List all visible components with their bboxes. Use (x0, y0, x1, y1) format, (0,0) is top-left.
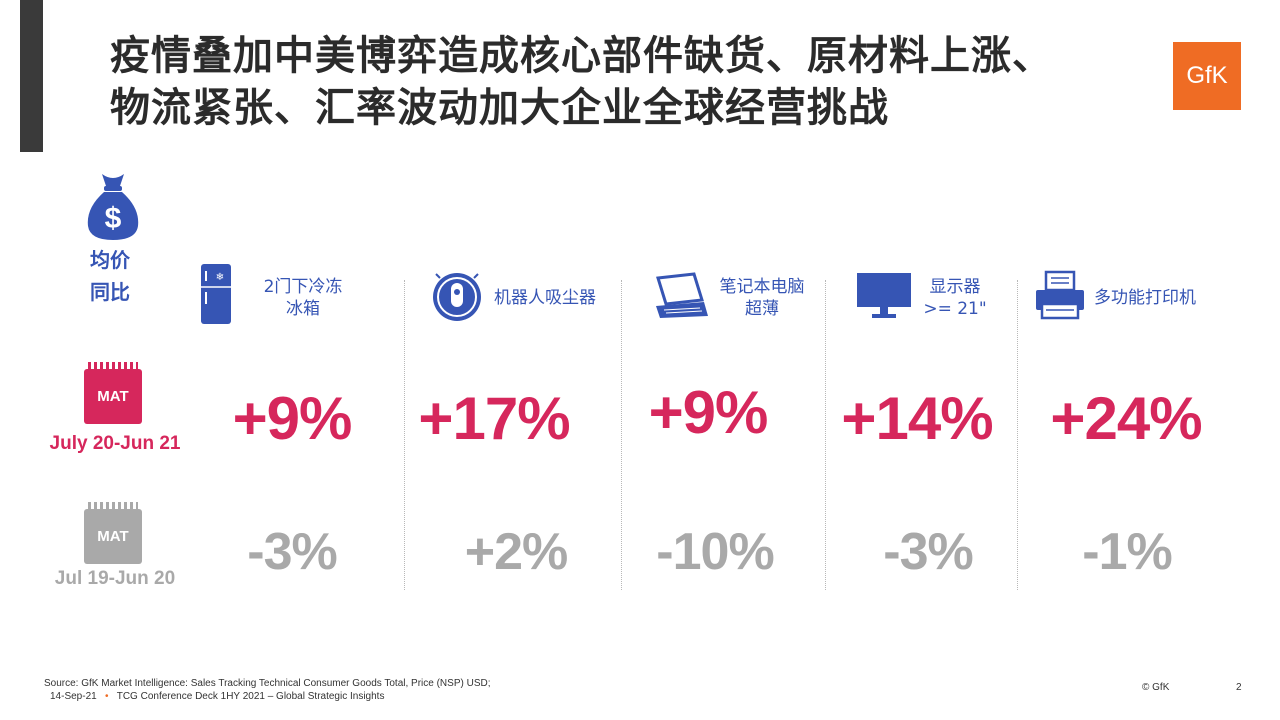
period-current: July 20-Jun 21 (49, 433, 181, 454)
slide-title: 疫情叠加中美博弈造成核心部件缺货、原材料上涨、 物流紧张、汇率波动加大企业全球经… (110, 30, 1130, 134)
category-label-line-2: 冰箱 (286, 299, 320, 319)
page-number: 2 (1236, 682, 1242, 693)
footer-deck-line: 14-Sep-21 • TCG Conference Deck 1HY 2021… (44, 690, 490, 703)
value-current-fridge: +9% (232, 385, 353, 452)
metric-label-line-1: 均价 (90, 250, 130, 272)
slide-title-line-1: 疫情叠加中美博弈造成核心部件缺货、原材料上涨、 (110, 33, 1053, 79)
footer-dot: • (105, 691, 109, 702)
title-accent-bar (20, 0, 43, 152)
column-divider (825, 280, 826, 590)
calendar-icon-previous: MAT (84, 502, 142, 564)
value-previous-monitor: -3% (883, 523, 973, 581)
category-label-robot-vacuum: 机器人吸尘器 (494, 287, 606, 309)
money-bag-dollar-icon: $ (87, 174, 139, 240)
category-label-monitor: 显示器 >= 21" (916, 276, 994, 320)
column-divider (621, 280, 622, 590)
period-previous: Jul 19-Jun 20 (54, 568, 176, 589)
value-current-robot-vacuum: +17% (418, 385, 570, 452)
category-label-line-1: 机器人吸尘器 (494, 288, 596, 308)
calendar-rings (88, 362, 138, 370)
category-label-line-2: 超薄 (745, 299, 779, 319)
calendar-icon-current: MAT (84, 362, 142, 424)
footer-deck: TCG Conference Deck 1HY 2021 – Global St… (116, 691, 385, 702)
robot-vacuum-icon (433, 273, 481, 321)
metric-label: 均价 同比 (60, 245, 160, 309)
value-previous-laptop: -10% (656, 523, 774, 581)
refrigerator-icon: ❄ (201, 264, 231, 324)
value-previous-robot-vacuum: +2% (464, 523, 569, 581)
category-label-laptop: 笔记本电脑 超薄 (712, 276, 812, 320)
footer-source: Source: GfK Market Intelligence: Sales T… (44, 677, 490, 703)
category-label-line-1: 多功能打印机 (1094, 288, 1196, 308)
badge-previous: MAT (84, 509, 142, 564)
value-current-laptop: +9% (648, 379, 769, 446)
metric-label-line-2: 同比 (90, 282, 130, 304)
category-label-line-1: 笔记本电脑 (719, 277, 805, 297)
category-label-printer: 多功能打印机 (1094, 287, 1210, 309)
category-label-line-2: >= 21" (923, 299, 987, 319)
gfk-logo: GfK (1173, 42, 1241, 110)
printer-icon (1036, 270, 1084, 320)
slide-title-line-2: 物流紧张、汇率波动加大企业全球经营挑战 (110, 85, 889, 131)
svg-text:$: $ (105, 202, 122, 235)
category-label-line-1: 显示器 (929, 277, 981, 297)
value-previous-printer: -1% (1082, 523, 1172, 581)
svg-text:❄: ❄ (216, 272, 224, 283)
value-current-printer: +24% (1050, 385, 1202, 452)
value-previous-fridge: -3% (247, 523, 337, 581)
laptop-icon (656, 272, 708, 318)
footer-source-text: Source: GfK Market Intelligence: Sales T… (44, 678, 491, 689)
calendar-rings (88, 502, 138, 510)
footer-date: 14-Sep-21 (50, 691, 97, 702)
column-divider (404, 280, 405, 590)
value-current-monitor: +14% (841, 385, 993, 452)
column-divider (1017, 280, 1018, 590)
category-label-fridge: 2门下冷冻 冰箱 (248, 276, 358, 320)
copyright: © GfK (1142, 682, 1170, 693)
badge-current: MAT (84, 369, 142, 424)
category-label-line-1: 2门下冷冻 (263, 277, 343, 297)
monitor-icon (857, 273, 911, 318)
